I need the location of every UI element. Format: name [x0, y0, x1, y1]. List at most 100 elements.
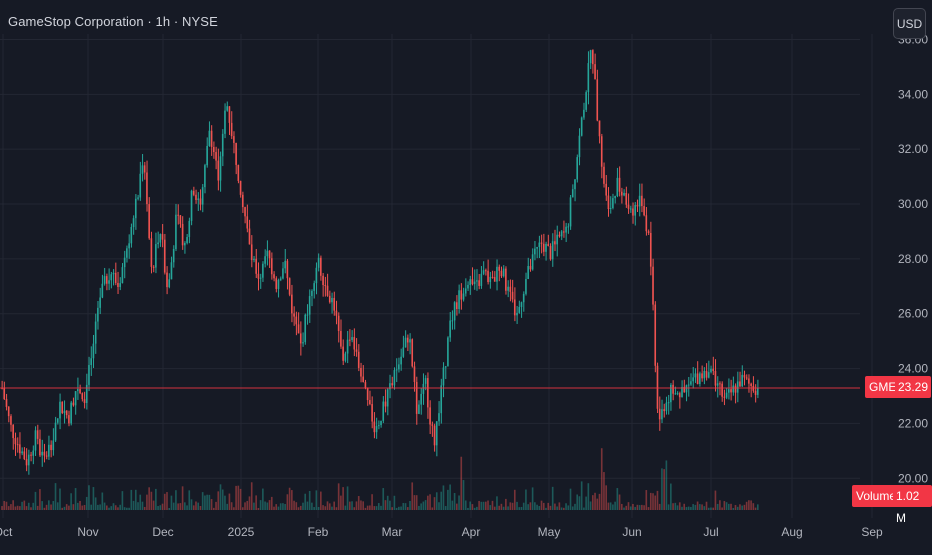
volume-bar	[293, 500, 295, 510]
candle-body	[112, 272, 115, 275]
candle-body	[620, 191, 623, 196]
x-tick-label: Dec	[152, 525, 173, 539]
candle-body	[81, 393, 84, 400]
candle-body	[558, 234, 561, 237]
candle-body	[719, 383, 721, 385]
candle-body	[663, 409, 665, 412]
currency-button[interactable]: USD	[893, 8, 926, 39]
volume-bar	[364, 507, 367, 510]
volume-bar	[605, 485, 607, 510]
candle-body	[331, 297, 333, 303]
candle-body	[199, 198, 202, 205]
volume-bar	[97, 504, 99, 510]
volume-bar	[438, 502, 440, 510]
candle-body	[496, 266, 498, 282]
candle-body	[259, 277, 262, 279]
volume-bar	[641, 504, 643, 510]
volume-bar	[94, 497, 97, 510]
volume-bar	[291, 490, 293, 510]
volume-bar	[83, 504, 86, 510]
volume-bar	[756, 504, 759, 510]
volume-bar	[569, 488, 572, 510]
candle-body	[638, 195, 641, 207]
x-tick-label: Nov	[77, 525, 98, 539]
candle-body	[70, 402, 72, 424]
volume-bar	[320, 491, 322, 510]
volume-bar	[643, 505, 645, 510]
volume-bar	[473, 507, 476, 510]
volume-bar	[297, 507, 300, 510]
candle-body	[598, 120, 601, 137]
candle-body	[732, 385, 735, 393]
candle-body	[685, 385, 688, 393]
candle-body	[88, 365, 90, 385]
candle-body	[469, 279, 472, 285]
candle-body	[594, 64, 596, 80]
volume-bar	[545, 507, 547, 510]
volume-bar	[117, 507, 119, 510]
candle-body	[43, 451, 46, 456]
volume-bar	[491, 500, 494, 510]
volume-bar	[587, 483, 590, 510]
volume-bar	[658, 503, 661, 510]
volume-bar	[663, 469, 665, 510]
candle-body	[745, 377, 748, 379]
candle-body	[297, 324, 300, 334]
candle-body	[90, 358, 93, 366]
volume-bar	[563, 507, 565, 510]
volume-bar	[591, 495, 594, 510]
volume-bar	[469, 501, 472, 510]
volume-bar	[696, 501, 699, 510]
volume-bar	[277, 506, 280, 510]
candle-body	[119, 283, 121, 287]
volume-bar	[707, 507, 710, 510]
volume-bar	[600, 448, 603, 510]
volume-bar	[395, 507, 398, 510]
candle-body	[730, 389, 732, 393]
volume-bar	[181, 486, 184, 510]
volume-bar	[386, 495, 389, 510]
candle-body	[206, 145, 208, 166]
candle-body	[400, 356, 402, 365]
volume-bar	[516, 501, 518, 510]
candle-body	[130, 227, 133, 244]
volume-bar	[369, 505, 371, 510]
candle-body	[386, 389, 389, 407]
volume-bar	[373, 506, 376, 510]
candle-body	[670, 384, 672, 403]
candle-body	[121, 267, 124, 284]
volume-bar	[143, 506, 146, 510]
volume-bar	[12, 500, 14, 510]
candle-body	[467, 284, 469, 289]
candle-body	[705, 370, 708, 378]
volume-bar	[574, 503, 576, 510]
volume-bar	[560, 507, 563, 510]
volume-bar	[92, 487, 95, 510]
candle-body	[464, 288, 467, 294]
candle-body	[23, 451, 26, 460]
volume-bar	[177, 503, 179, 510]
volume-label-badge[interactable]: Volume	[852, 485, 901, 507]
candle-body	[21, 451, 23, 454]
candle-body	[150, 238, 153, 267]
volume-bar	[542, 502, 545, 510]
x-tick-label: Mar	[382, 525, 403, 539]
candle-body	[647, 231, 650, 233]
candle-body	[85, 384, 88, 404]
volume-bar	[513, 489, 516, 510]
candle-body	[279, 278, 282, 280]
volume-bar	[23, 500, 26, 510]
volume-bar	[476, 506, 478, 510]
candle-body	[134, 198, 137, 219]
volume-bar	[295, 502, 298, 510]
volume-bar	[676, 505, 679, 510]
volume-bar	[43, 507, 46, 510]
volume-bar	[72, 504, 75, 510]
candle-body	[7, 406, 10, 417]
candle-body	[420, 393, 422, 405]
candle-body	[152, 266, 155, 268]
candle-body	[482, 270, 485, 274]
volume-bar	[429, 494, 431, 510]
